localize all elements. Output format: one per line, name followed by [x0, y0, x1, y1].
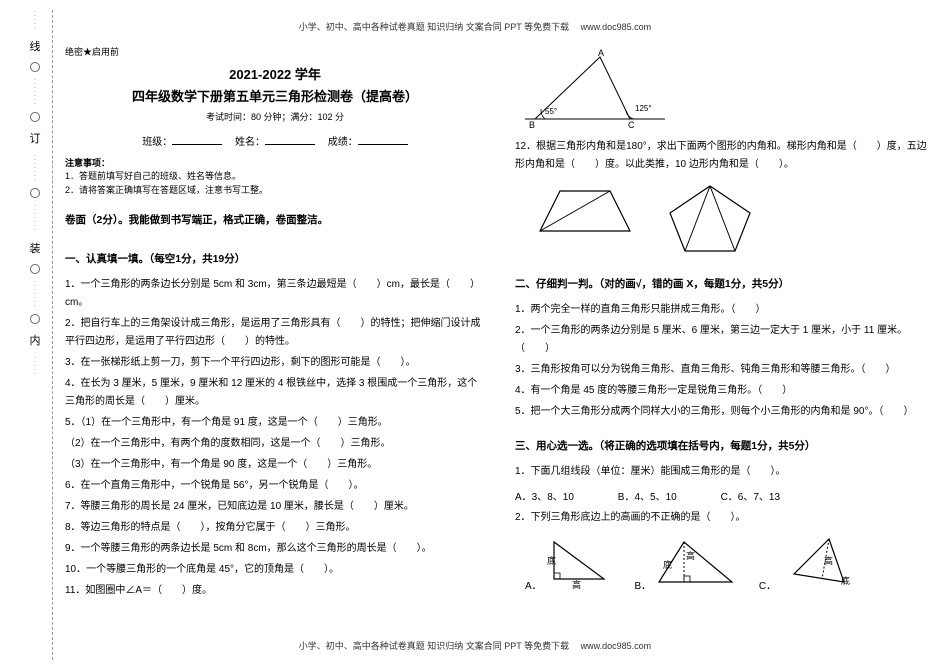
- q3-1-options: A．3、8、10 B．4、5、10 C．6、7、13: [515, 488, 935, 503]
- q3-2: 2．下列三角形底边上的高画的不正确的是（ ）。: [515, 509, 935, 527]
- angle-55: 55°: [545, 107, 557, 116]
- section-1-title: 一、认真填一填。（每空1分，共19分）: [65, 251, 485, 266]
- q1-5b: （2）在一个三角形中，有两个角的度数相同，这是一个（ ）三角形。: [65, 435, 485, 453]
- q2-5: 5．把一个大三角形分成两个同样大小的三角形，则每个小三角形的内角和是 90°。（…: [515, 403, 935, 421]
- opt-b: B．4、5、10: [618, 488, 718, 503]
- opt-b-fig: B． 高 底: [634, 534, 738, 592]
- right-column: A B C 55° 125° 12．根据三角形内角和是180°，求出下面两个图形…: [515, 45, 935, 630]
- name-label: 姓名：: [235, 137, 265, 148]
- binding-char-2: 订: [18, 130, 52, 146]
- q12-figures: [535, 181, 935, 256]
- opt-c-label: C．: [759, 581, 776, 592]
- q1-10: 10．一个等腰三角形的一个底角是 45°，它的顶角是（ ）。: [65, 561, 485, 579]
- q1-5a: 5．（1）在一个三角形中，有一个角是 91 度，这是一个（ ）三角形。: [65, 414, 485, 432]
- vertex-a: A: [598, 49, 604, 58]
- page-content: 绝密★启用前 2021-2022 学年 四年级数学下册第五单元三角形检测卷（提高…: [65, 45, 935, 630]
- svg-text:底: 底: [841, 575, 850, 586]
- svg-text:高: 高: [686, 550, 695, 561]
- q11-figure: A B C 55° 125°: [515, 49, 935, 132]
- q1-7: 7．等腰三角形的周长是 24 厘米，已知底边是 10 厘米，腰长是（ ）厘米。: [65, 498, 485, 516]
- class-label: 班级：: [142, 137, 172, 148]
- opt-b-label: B．: [634, 581, 651, 592]
- pentagon-icon: [665, 181, 755, 256]
- opt-a-fig: A． 底 高: [525, 534, 614, 592]
- binding-char-3: 装: [18, 240, 52, 256]
- trapezoid-icon: [535, 181, 635, 241]
- left-column: 绝密★启用前 2021-2022 学年 四年级数学下册第五单元三角形检测卷（提高…: [65, 45, 485, 630]
- binding-circle-5: [30, 314, 40, 324]
- opt-c: C．6、7、13: [721, 488, 821, 503]
- q2-1: 1．两个完全一样的直角三角形只能拼成三角形。（ ）: [515, 301, 935, 319]
- q2-4: 4．有一个角是 45 度的等腰三角形一定是锐角三角形。（ ）: [515, 382, 935, 400]
- exam-info: 考试时间：80 分钟；满分：102 分: [65, 110, 485, 123]
- binding-circle-1: [30, 62, 40, 72]
- svg-text:高: 高: [572, 579, 581, 589]
- binding-circle-3: [30, 188, 40, 198]
- opt-a: A．3、8、10: [515, 488, 615, 503]
- q1-3: 3．在一张梯形纸上剪一刀，剪下一个平行四边形，剩下的图形可能是（ ）。: [65, 354, 485, 372]
- notice-1: 1．答题前填写好自己的班级、姓名等信息。: [65, 171, 485, 183]
- score-blank[interactable]: [358, 135, 408, 145]
- vertex-c: C: [628, 120, 635, 129]
- svg-text:底: 底: [547, 555, 556, 566]
- opt-c-fig: C． 高 底: [759, 534, 869, 592]
- section-3-title: 三、用心选一选。（将正确的选项填在括号内，每题1分，共5分）: [515, 438, 935, 453]
- page-footer: 小学、初中、高中各种试卷真题 知识归纳 文案合同 PPT 等免费下载 www.d…: [0, 639, 950, 652]
- class-blank[interactable]: [172, 135, 222, 145]
- binding-dots: ·······: [18, 78, 52, 106]
- q1-6: 6．在一个直角三角形中，一个锐角是 56°，另一个锐角是（ ）。: [65, 477, 485, 495]
- name-line: 班级： 姓名： 成绩：: [65, 133, 485, 148]
- name-blank[interactable]: [265, 135, 315, 145]
- binding-dots: ·······: [18, 204, 52, 232]
- vertex-b: B: [529, 120, 535, 129]
- svg-text:高: 高: [824, 555, 833, 566]
- binding-char-4: 内: [18, 332, 52, 348]
- page-header: 小学、初中、高中各种试卷真题 知识归纳 文案合同 PPT 等免费下载 www.d…: [0, 20, 950, 33]
- opt-a-label: A．: [525, 581, 542, 592]
- binding-circle-2: [30, 112, 40, 122]
- notice-2: 2．请将答案正确填写在答题区域，注意书写工整。: [65, 185, 485, 197]
- binding-dots: ·······: [18, 154, 52, 182]
- score-label: 成绩：: [328, 137, 358, 148]
- q3-1: 1．下面几组线段（单位：厘米）能围成三角形的是（ ）。: [515, 463, 935, 481]
- title-main: 四年级数学下册第五单元三角形检测卷（提高卷）: [65, 86, 485, 105]
- q2-2: 2．一个三角形的两条边分别是 5 厘米、6 厘米，第三边一定大于 1 厘米，小于…: [515, 322, 935, 358]
- q3-2-figures: A． 底 高 B． 高 底 C．: [525, 534, 935, 592]
- juanmian-note: 卷面（2分）。我能做到书写端正，格式正确，卷面整洁。: [65, 212, 485, 227]
- section-2-title: 二、仔细判一判。（对的画√，错的画 X，每题1分，共5分）: [515, 276, 935, 291]
- q1-12: 12．根据三角形内角和是180°，求出下面两个图形的内角和。梯形内角和是（ ）度…: [515, 138, 935, 174]
- q1-4: 4．在长为 3 厘米，5 厘米，9 厘米和 12 厘米的 4 根铁丝中，选择 3…: [65, 375, 485, 411]
- binding-dots: ·······: [18, 280, 52, 308]
- angle-125: 125°: [635, 104, 652, 113]
- q1-1: 1．一个三角形的两条边长分别是 5cm 和 3cm，第三条边最短是（ ）cm，最…: [65, 276, 485, 312]
- title-year: 2021-2022 学年: [65, 64, 485, 83]
- q1-2: 2．把自行车上的三角架设计成三角形，是运用了三角形具有（ ）的特性；把伸缩门设计…: [65, 315, 485, 351]
- q1-8: 8．等边三角形的特点是（ ），按角分它属于（ ）三角形。: [65, 519, 485, 537]
- binding-margin: ····· 线 ······· 订 ······· ······· 装 ····…: [18, 10, 53, 660]
- binding-char-1: 线: [18, 38, 52, 54]
- binding-circle-4: [30, 264, 40, 274]
- q1-5c: （3）在一个三角形中，有一个角是 90 度，这是一个（ ）三角形。: [65, 456, 485, 474]
- q2-3: 3．三角形按角可以分为锐角三角形、直角三角形、钝角三角形和等腰三角形。（ ）: [515, 361, 935, 379]
- svg-text:底: 底: [663, 559, 672, 570]
- q1-11: 11．如图圈中∠A＝（ ）度。: [65, 582, 485, 600]
- confidential-label: 绝密★启用前: [65, 45, 485, 58]
- binding-dots: ·····: [18, 356, 52, 376]
- q1-9: 9．一个等腰三角形的两条边长是 5cm 和 8cm，那么这个三角形的周长是（ ）…: [65, 540, 485, 558]
- notice-heading: 注意事项：: [65, 156, 485, 169]
